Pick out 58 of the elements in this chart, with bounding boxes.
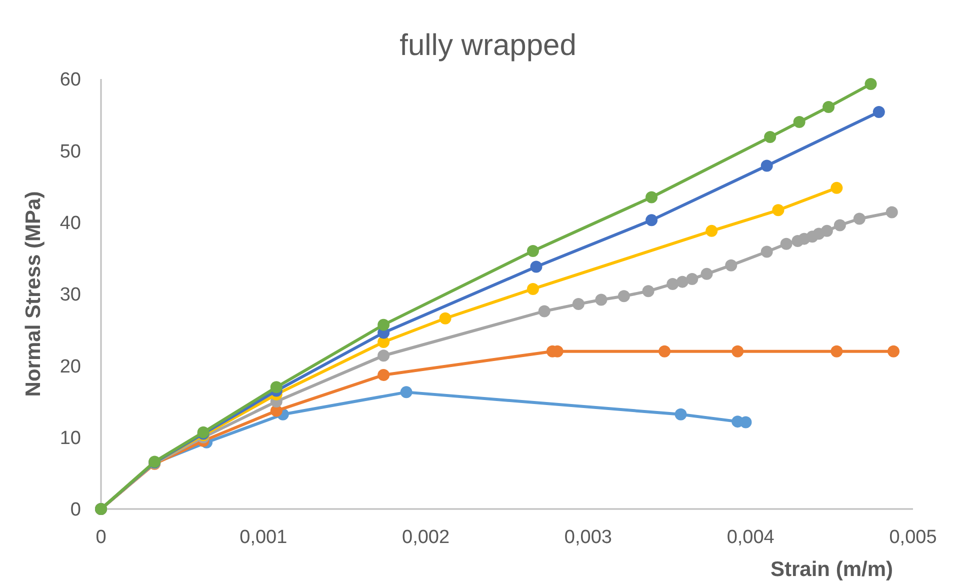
x-tick-label: 0,001 <box>240 527 288 548</box>
x-tick-label: 0,002 <box>402 527 450 548</box>
point <box>740 416 752 428</box>
x-tick-label: 0,004 <box>726 527 775 548</box>
point <box>378 368 390 381</box>
point <box>526 282 539 295</box>
y-tick-label: 20 <box>60 356 81 378</box>
point <box>674 408 687 420</box>
x-tick-label: 0 <box>96 527 106 548</box>
point <box>646 214 658 226</box>
x-tick-label: 0,005 <box>889 527 937 548</box>
point <box>676 276 688 288</box>
point <box>538 305 550 318</box>
point <box>772 204 784 216</box>
point <box>886 206 898 218</box>
point <box>822 100 835 113</box>
point <box>526 245 539 257</box>
point <box>700 268 713 280</box>
point <box>618 290 630 302</box>
point <box>830 345 843 358</box>
point <box>764 131 776 144</box>
point <box>270 381 282 394</box>
point <box>888 345 900 358</box>
point <box>760 246 773 258</box>
y-tick-label: 30 <box>60 284 81 306</box>
y-tick-label: 60 <box>60 70 81 91</box>
point <box>820 224 833 237</box>
y-tick-label: 10 <box>60 428 81 449</box>
y-tick-label: 50 <box>60 141 81 162</box>
point <box>706 224 718 237</box>
point <box>686 272 698 285</box>
point <box>732 345 744 358</box>
point <box>658 345 671 358</box>
x-tick-label: 0,003 <box>564 527 612 548</box>
point <box>834 219 846 232</box>
point <box>864 78 877 90</box>
point <box>793 116 806 128</box>
point <box>872 106 885 118</box>
x-axis-title: Strain (m/m) <box>770 558 893 581</box>
point <box>642 285 654 298</box>
chart-title: fully wrapped <box>400 29 576 62</box>
point <box>646 191 658 204</box>
y-axis-title: Normal Stress (MPa) <box>22 191 45 397</box>
point <box>378 350 390 362</box>
y-tick-label: 40 <box>60 212 81 234</box>
point <box>760 160 773 172</box>
point <box>853 212 866 225</box>
point <box>530 260 542 273</box>
point <box>378 318 390 331</box>
y-tick-label: 0 <box>70 500 81 521</box>
point <box>725 259 738 272</box>
point <box>400 386 412 398</box>
point <box>572 298 584 310</box>
point <box>595 294 608 306</box>
point <box>439 312 452 324</box>
point <box>780 238 792 250</box>
point <box>830 182 843 194</box>
point <box>666 278 679 290</box>
